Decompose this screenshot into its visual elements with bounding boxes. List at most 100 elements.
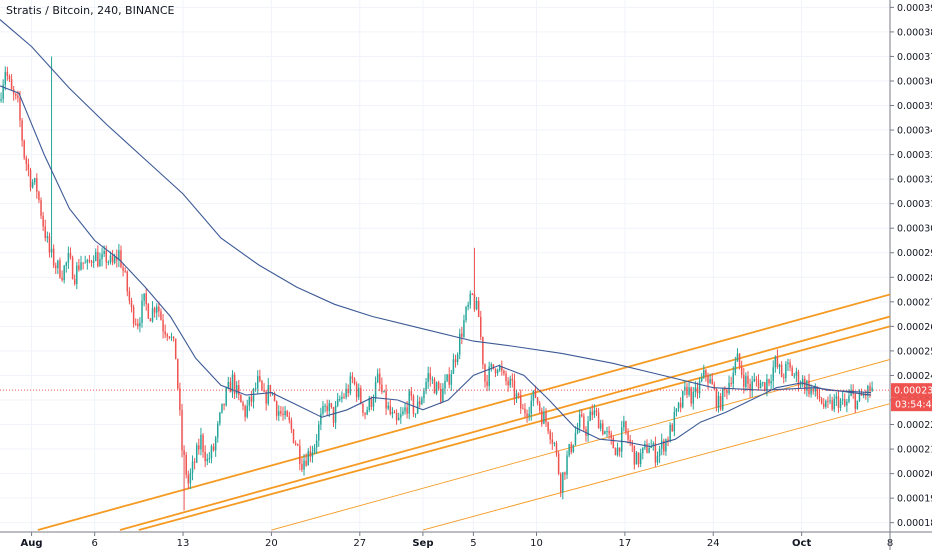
candle-body bbox=[850, 390, 852, 396]
candle-body bbox=[458, 333, 461, 355]
candle-body bbox=[341, 396, 343, 399]
y-tick-label: 0.0002200 bbox=[897, 420, 932, 431]
candle-body bbox=[395, 412, 398, 421]
candle-body bbox=[36, 178, 38, 192]
candle-body bbox=[200, 434, 202, 450]
candle-body bbox=[473, 293, 476, 310]
candle-body bbox=[715, 389, 718, 408]
candle-body bbox=[456, 354, 459, 363]
candle-body bbox=[67, 253, 70, 263]
candle-body bbox=[471, 293, 474, 295]
candle-body bbox=[185, 454, 187, 475]
candle-body bbox=[867, 386, 869, 396]
candle-body bbox=[362, 403, 364, 413]
candle-body bbox=[124, 270, 126, 272]
candle-body bbox=[854, 393, 857, 409]
candle-body bbox=[549, 431, 551, 440]
candle-body bbox=[372, 398, 375, 407]
candle-body bbox=[498, 366, 501, 371]
candle-body bbox=[703, 370, 705, 378]
y-tick-label: 0.0003600 bbox=[897, 76, 932, 87]
candle-body bbox=[797, 371, 800, 386]
y-tick-label: 0.0003000 bbox=[897, 224, 932, 235]
candle-body bbox=[856, 400, 859, 409]
y-tick-label: 0.0002400 bbox=[897, 371, 932, 382]
candle-body bbox=[682, 390, 684, 408]
candle-body bbox=[751, 381, 753, 391]
candle-body bbox=[452, 359, 455, 374]
candle-body bbox=[145, 293, 147, 305]
candle-body bbox=[568, 444, 570, 456]
y-tick-label: 0.0003700 bbox=[897, 52, 932, 63]
candle-body bbox=[761, 382, 764, 384]
candle-body bbox=[633, 445, 636, 465]
candle-body bbox=[736, 353, 739, 362]
candle-body bbox=[724, 388, 726, 390]
candle-body bbox=[755, 379, 758, 381]
candle-body bbox=[732, 372, 735, 384]
x-tick-label: 27 bbox=[353, 538, 366, 549]
candle-body bbox=[789, 362, 791, 368]
candle-body bbox=[435, 382, 438, 394]
candle-body bbox=[275, 401, 278, 416]
candle-body bbox=[50, 248, 53, 253]
candle-body bbox=[412, 396, 415, 414]
candle-body bbox=[94, 252, 97, 261]
candle-body bbox=[221, 403, 223, 413]
candle-body bbox=[408, 391, 410, 414]
trend-channel-line bbox=[138, 325, 890, 531]
y-tick-label: 0.0002000 bbox=[897, 469, 932, 480]
candle-body bbox=[785, 363, 787, 378]
candle-body bbox=[61, 277, 63, 281]
candle-body bbox=[103, 250, 105, 254]
candle-body bbox=[48, 236, 51, 253]
candle-body bbox=[151, 308, 154, 322]
candle-body bbox=[360, 388, 362, 404]
candle-body bbox=[8, 76, 11, 80]
x-tick-label: Aug bbox=[21, 538, 43, 549]
candle-body bbox=[246, 405, 248, 417]
candle-body bbox=[711, 379, 713, 385]
candle-body bbox=[389, 405, 392, 415]
candle-body bbox=[162, 320, 164, 332]
candle-body bbox=[303, 460, 305, 470]
candle-body bbox=[469, 293, 471, 305]
candle-body bbox=[764, 382, 766, 391]
candle-body bbox=[19, 97, 21, 121]
candle-body bbox=[477, 300, 480, 317]
candle-body bbox=[90, 261, 93, 263]
candle-body bbox=[705, 370, 707, 376]
candle-body bbox=[0, 99, 2, 101]
candle-body bbox=[273, 393, 276, 402]
candle-body bbox=[589, 411, 591, 422]
candle-body bbox=[379, 373, 381, 385]
x-tick-label: 10 bbox=[530, 538, 543, 549]
candle-body bbox=[738, 353, 741, 367]
candle-body bbox=[671, 424, 673, 432]
candle-body bbox=[326, 405, 328, 412]
candle-body bbox=[446, 374, 448, 381]
candle-body bbox=[806, 380, 808, 391]
candle-body bbox=[397, 417, 400, 421]
candle-body bbox=[635, 452, 638, 465]
candle-body bbox=[444, 380, 446, 389]
candle-body bbox=[105, 250, 108, 263]
candle-body bbox=[606, 431, 608, 433]
candle-body bbox=[284, 411, 286, 416]
candle-body bbox=[597, 412, 600, 429]
candle-body bbox=[562, 472, 564, 493]
candle-body bbox=[772, 367, 774, 382]
candle-body bbox=[578, 414, 581, 428]
candle-body bbox=[492, 364, 495, 369]
candle-body bbox=[217, 423, 219, 438]
candle-body bbox=[78, 265, 80, 270]
candle-body bbox=[193, 461, 196, 463]
candle-body bbox=[219, 412, 221, 424]
candle-body bbox=[507, 381, 509, 386]
y-tick-label: 0.0002100 bbox=[897, 445, 932, 456]
candle-body bbox=[610, 433, 612, 438]
candle-body bbox=[707, 375, 709, 384]
candle-body bbox=[827, 400, 829, 402]
candle-body bbox=[637, 452, 640, 465]
